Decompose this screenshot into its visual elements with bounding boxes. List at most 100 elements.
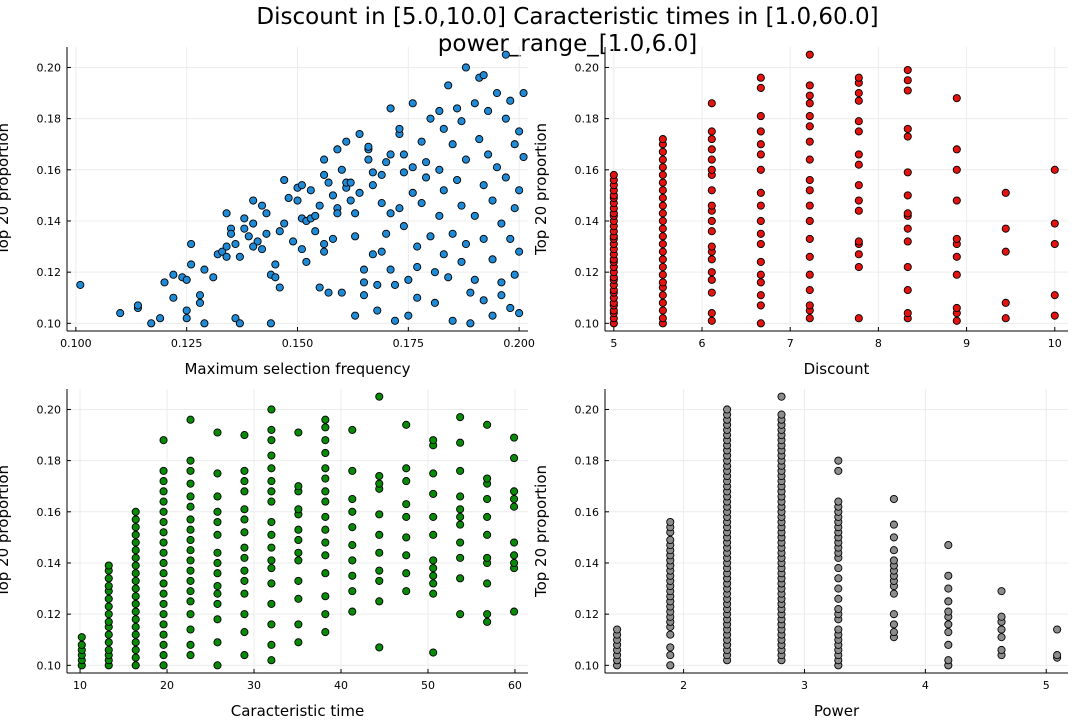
scatter-point: [267, 405, 276, 414]
scatter-point: [169, 270, 178, 279]
scatter-point: [707, 145, 716, 154]
scatter-point: [294, 620, 303, 629]
y-axis-label: Top 20 proportion: [532, 465, 550, 598]
scatter-point: [805, 122, 814, 131]
scatter-point: [756, 150, 765, 159]
y-tick-label: 0.18: [37, 455, 62, 468]
scatter-point: [707, 135, 716, 144]
scatter-point: [104, 638, 113, 647]
scatter-point: [483, 474, 492, 483]
scatter-point: [213, 517, 222, 527]
scatter-point: [240, 224, 249, 233]
scatter-point: [321, 525, 330, 534]
scatter-point: [402, 464, 411, 473]
scatter-point: [501, 50, 510, 59]
scatter-point: [297, 181, 306, 190]
scatter-point: [267, 477, 276, 486]
scatter-point: [756, 291, 765, 300]
scatter-point: [483, 617, 492, 626]
scatter-point: [944, 640, 953, 649]
scatter-point: [104, 610, 113, 619]
scatter-point: [240, 214, 249, 223]
scatter-point: [320, 239, 329, 249]
scatter-point: [373, 280, 382, 289]
scatter-point: [756, 229, 765, 238]
scatter-point: [133, 301, 142, 310]
scatter-point: [834, 594, 843, 603]
scatter-point: [854, 127, 863, 136]
scatter-point: [456, 438, 465, 447]
scatter-point: [756, 270, 765, 279]
scatter-point: [479, 296, 488, 305]
scatter-point: [240, 628, 249, 637]
x-tick-label: 9: [963, 337, 970, 350]
scatter-point: [510, 538, 519, 547]
scatter-point: [707, 216, 716, 226]
y-tick-label: 0.18: [575, 113, 600, 126]
scatter-point: [195, 291, 205, 300]
scatter-point: [131, 630, 140, 639]
scatter-point: [756, 201, 765, 210]
scatter-point: [321, 538, 330, 547]
scatter-point: [240, 477, 249, 486]
scatter-point: [952, 316, 961, 325]
scatter-point: [997, 645, 1006, 655]
scatter-point: [267, 556, 276, 565]
scatter-point: [328, 234, 338, 243]
scatter-point: [359, 265, 369, 274]
scatter-point: [484, 106, 493, 116]
scatter-point: [756, 188, 765, 197]
scatter-point: [429, 469, 438, 478]
scatter-point: [805, 201, 814, 210]
scatter-point: [213, 548, 222, 557]
scatter-point: [413, 293, 422, 302]
scatter-point: [182, 275, 191, 284]
scatter-point: [131, 576, 140, 585]
scatter-point: [944, 571, 953, 580]
scatter-point: [488, 196, 497, 205]
scatter-point: [131, 622, 140, 631]
scatter-point: [658, 314, 667, 323]
scatter-point: [497, 291, 506, 300]
scatter-point: [321, 610, 330, 619]
scatter-point: [515, 247, 524, 256]
scatter-point: [658, 224, 667, 233]
scatter-point: [375, 566, 384, 575]
scatter-point: [186, 456, 195, 465]
scatter-point: [483, 420, 492, 429]
scatter-point: [408, 99, 417, 108]
scatter-point: [834, 564, 843, 573]
scatter-point: [1001, 314, 1010, 323]
scatter-point: [159, 517, 168, 527]
scatter-point: [519, 152, 528, 162]
scatter-point: [515, 186, 524, 195]
scatter-point: [390, 316, 400, 325]
scatter-point: [386, 150, 395, 159]
scatter-point: [944, 541, 953, 550]
scatter-point: [131, 592, 140, 601]
scatter-point: [266, 319, 275, 328]
scatter-point: [368, 250, 377, 259]
scatter-point: [348, 607, 357, 616]
scatter-point: [240, 651, 249, 660]
scatter-point: [249, 196, 258, 205]
scatter-point: [337, 165, 346, 174]
scatter-point: [903, 224, 912, 233]
scatter-point: [854, 196, 863, 205]
scatter-point: [408, 188, 417, 197]
scatter-point: [805, 252, 814, 261]
scatter-point: [213, 558, 222, 568]
scatter-point: [213, 569, 222, 578]
scatter-point: [707, 268, 716, 277]
scatter-point: [658, 178, 667, 187]
scatter-point: [834, 466, 843, 475]
scatter-point: [159, 579, 168, 588]
scatter-point: [77, 633, 86, 642]
scatter-point: [707, 316, 716, 325]
scatter-point: [186, 466, 195, 475]
scatter-point: [997, 612, 1006, 621]
scatter-point: [456, 466, 465, 475]
scatter-point: [77, 640, 86, 649]
scatter-point: [131, 638, 140, 647]
x-tick-label: 2: [680, 679, 687, 692]
